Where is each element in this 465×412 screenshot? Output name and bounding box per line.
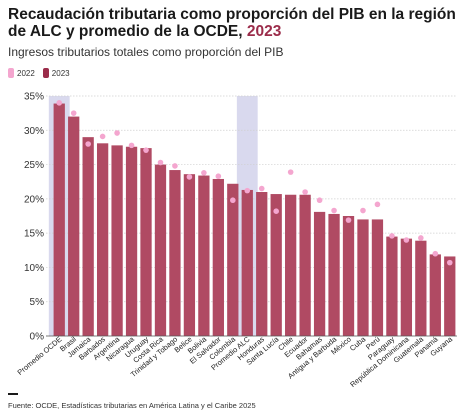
chart-title-main: Recaudación tributaria como proporción d…: [8, 6, 456, 40]
legend-label-2022: 2022: [17, 68, 35, 78]
bar-2023: [357, 219, 369, 336]
chart-subtitle: Ingresos tributarios totales como propor…: [8, 45, 284, 59]
bar-2023: [154, 164, 167, 336]
dot-2022: [360, 207, 366, 214]
y-tick-label: 25%: [24, 160, 44, 171]
dot-2022: [114, 130, 120, 136]
legend-swatch-2022: [8, 68, 14, 78]
bar-2023: [285, 194, 297, 336]
dot-2022: [403, 237, 410, 243]
bar-2023: [342, 216, 355, 336]
legend-label-2023: 2023: [51, 68, 70, 78]
bar-2023: [227, 183, 239, 336]
chart-title-year: 2023: [246, 23, 282, 40]
dot-2022: [230, 197, 236, 204]
dot-2022: [418, 235, 424, 241]
bar-2023: [169, 170, 181, 336]
footer-mark: [8, 393, 18, 395]
bar-2023: [53, 103, 65, 337]
dot-2022: [99, 133, 106, 140]
legend-item-2022: 2022: [8, 68, 35, 78]
bar-2023: [111, 145, 123, 336]
dot-2022: [157, 159, 164, 166]
bar-2023: [386, 236, 398, 336]
y-tick-label: 35%: [24, 92, 44, 103]
dot-2022: [331, 207, 337, 214]
y-tick-label: 15%: [24, 229, 44, 240]
bar-2023: [444, 256, 456, 336]
y-tick-label: 5%: [30, 297, 45, 308]
dot-2022: [345, 217, 352, 223]
bar-2023: [96, 143, 109, 336]
bar-2023: [299, 194, 311, 336]
bar-2023: [256, 192, 268, 336]
bar-2023: [328, 213, 340, 336]
bar-2023: [429, 254, 441, 336]
bar-2023: [183, 174, 196, 336]
dot-2022: [128, 142, 135, 149]
dot-2022: [143, 147, 149, 153]
bar-2023: [371, 219, 384, 336]
dot-2022: [316, 197, 323, 204]
bar-2023: [82, 137, 94, 336]
bar-chart-svg: 0%5%10%15%20%25%30%35%Promedio OCDEBrasi…: [16, 92, 457, 389]
source-note: Fuente: OCDE, Estadísticas tributarias e…: [8, 401, 256, 410]
y-tick-label: 20%: [24, 194, 44, 205]
dot-2022: [258, 185, 265, 192]
bar-2023: [400, 238, 413, 336]
y-tick-label: 30%: [24, 126, 44, 137]
dot-2022: [432, 250, 439, 257]
bar-2023: [415, 240, 427, 336]
bar-2023: [140, 148, 152, 336]
dot-2022: [389, 233, 395, 239]
bar-2023: [125, 146, 138, 336]
dot-2022: [446, 259, 453, 266]
dot-2022: [85, 141, 91, 147]
chart-title: Recaudación tributaria como proporción d…: [8, 6, 460, 40]
dot-2022: [302, 189, 308, 195]
chart-legend: 2022 2023: [8, 68, 78, 78]
y-tick-label: 10%: [24, 263, 44, 274]
dot-2022: [172, 163, 178, 169]
dot-2022: [287, 169, 294, 175]
bar-2023: [241, 189, 253, 336]
bar-2023: [68, 116, 80, 336]
dot-2022: [215, 173, 222, 180]
legend-item-2023: 2023: [42, 68, 70, 78]
dot-2022: [244, 187, 251, 194]
dot-2022: [273, 208, 279, 214]
bar-2023: [313, 211, 326, 336]
bar-2023: [212, 178, 224, 336]
bar-2023: [198, 175, 210, 336]
dot-2022: [186, 174, 193, 180]
dot-2022: [56, 100, 63, 106]
dot-2022: [70, 110, 77, 116]
y-tick-label: 0%: [30, 332, 45, 343]
dot-2022: [201, 170, 207, 176]
bar-2023: [270, 194, 282, 336]
dot-2022: [374, 201, 381, 208]
legend-swatch-2023: [42, 68, 49, 78]
